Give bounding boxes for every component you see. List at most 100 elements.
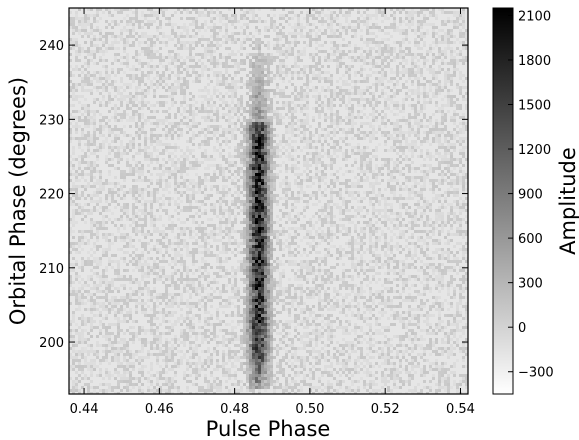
heatmap-cell: [459, 158, 462, 161]
heatmap-cell: [105, 200, 108, 203]
heatmap-cell: [186, 11, 189, 14]
heatmap-cell: [273, 128, 276, 131]
heatmap-cell: [117, 11, 120, 14]
heatmap-cell: [237, 194, 240, 197]
heatmap-cell: [114, 59, 117, 62]
heatmap-cell: [300, 122, 303, 125]
heatmap-cell: [327, 155, 330, 158]
heatmap-cell: [126, 8, 129, 11]
heatmap-cell: [345, 152, 348, 155]
heatmap-cell: [189, 50, 192, 53]
heatmap-cell: [435, 32, 438, 35]
heatmap-cell: [381, 14, 384, 17]
heatmap-cell: [435, 71, 438, 74]
heatmap-cell: [300, 71, 303, 74]
heatmap-cell: [93, 167, 96, 170]
heatmap-cell: [240, 44, 243, 47]
heatmap-cell: [153, 104, 156, 107]
heatmap-cell: [357, 92, 360, 95]
heatmap-cell: [375, 89, 378, 92]
heatmap-cell: [384, 206, 387, 209]
heatmap-cell: [141, 122, 144, 125]
heatmap-cell: [156, 74, 159, 77]
heatmap-cell: [174, 203, 177, 206]
heatmap-cell: [324, 113, 327, 116]
heatmap-cell: [354, 92, 357, 95]
heatmap-cell: [267, 167, 270, 170]
heatmap-cell: [318, 35, 321, 38]
heatmap-cell: [258, 152, 261, 155]
heatmap-cell: [279, 35, 282, 38]
heatmap-cell: [246, 191, 249, 194]
heatmap-cell: [249, 110, 252, 113]
heatmap-cell: [213, 176, 216, 179]
heatmap-cell: [387, 173, 390, 176]
heatmap-cell: [381, 110, 384, 113]
heatmap-cell: [264, 194, 267, 197]
heatmap-cell: [192, 17, 195, 20]
heatmap-cell: [99, 176, 102, 179]
heatmap-cell: [273, 194, 276, 197]
heatmap-cell: [111, 200, 114, 203]
heatmap-cell: [168, 53, 171, 56]
heatmap-cell: [255, 47, 258, 50]
heatmap-cell: [234, 182, 237, 185]
heatmap-cell: [306, 113, 309, 116]
heatmap-cell: [102, 146, 105, 149]
heatmap-cell: [432, 137, 435, 140]
heatmap-cell: [150, 110, 153, 113]
heatmap-cell: [396, 140, 399, 143]
heatmap-cell: [300, 29, 303, 32]
heatmap-cell: [462, 20, 465, 23]
heatmap-cell: [333, 128, 336, 131]
heatmap-cell: [456, 17, 459, 20]
heatmap-cell: [378, 125, 381, 128]
heatmap-cell: [279, 119, 282, 122]
heatmap-cell: [375, 197, 378, 200]
heatmap-cell: [87, 110, 90, 113]
heatmap-cell: [117, 113, 120, 116]
heatmap-cell: [189, 164, 192, 167]
heatmap-cell: [156, 179, 159, 182]
heatmap-cell: [258, 173, 261, 176]
heatmap-cell: [405, 23, 408, 26]
heatmap-cell: [234, 107, 237, 110]
heatmap-cell: [288, 107, 291, 110]
heatmap-cell: [192, 47, 195, 50]
heatmap-cell: [321, 65, 324, 68]
heatmap-cell: [303, 92, 306, 95]
heatmap-cell: [417, 77, 420, 80]
heatmap-cell: [453, 41, 456, 44]
heatmap-cell: [375, 110, 378, 113]
heatmap-cell: [420, 107, 423, 110]
heatmap-cell: [447, 134, 450, 137]
heatmap-cell: [399, 143, 402, 146]
heatmap-cell: [303, 53, 306, 56]
heatmap-cell: [300, 185, 303, 188]
heatmap-cell: [453, 71, 456, 74]
heatmap-cell: [117, 158, 120, 161]
heatmap-cell: [282, 62, 285, 65]
heatmap-cell: [141, 77, 144, 80]
heatmap-cell: [114, 128, 117, 131]
heatmap-cell: [462, 113, 465, 116]
heatmap-cell: [180, 149, 183, 152]
heatmap-cell: [144, 50, 147, 53]
heatmap-cell: [201, 56, 204, 59]
heatmap-cell: [267, 53, 270, 56]
heatmap-cell: [375, 131, 378, 134]
heatmap-cell: [315, 110, 318, 113]
heatmap-cell: [222, 176, 225, 179]
heatmap-cell: [408, 194, 411, 197]
heatmap-cell: [345, 80, 348, 83]
heatmap-cell: [390, 191, 393, 194]
heatmap-cell: [102, 50, 105, 53]
heatmap-cell: [93, 185, 96, 188]
heatmap-cell: [195, 20, 198, 23]
heatmap-cell: [216, 38, 219, 41]
heatmap-cell: [237, 71, 240, 74]
heatmap-cell: [255, 164, 258, 167]
heatmap-cell: [285, 203, 288, 206]
heatmap-cell: [417, 65, 420, 68]
heatmap-cell: [339, 197, 342, 200]
